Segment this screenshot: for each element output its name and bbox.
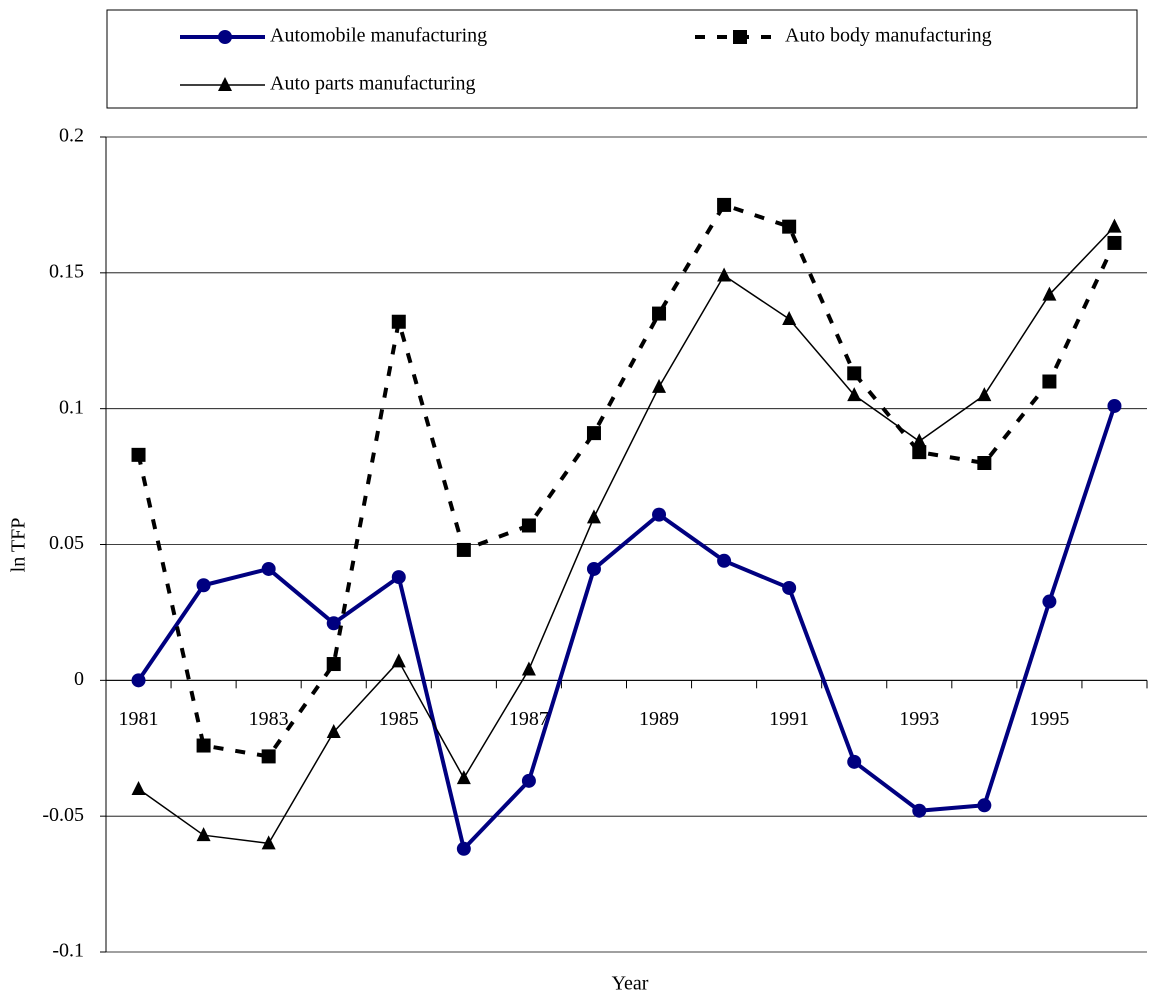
data-point [1042, 374, 1057, 389]
legend-label: Auto body manufacturing [785, 25, 992, 47]
legend-label: Auto parts manufacturing [270, 73, 476, 95]
data-point [391, 653, 406, 668]
data-point [652, 507, 667, 522]
data-point [261, 835, 276, 850]
data-point [912, 803, 927, 818]
data-point [586, 426, 601, 441]
data-point [847, 387, 862, 402]
data-point [977, 456, 992, 470]
legend-marker [733, 30, 747, 44]
data-point [977, 387, 992, 402]
x-tick-label: 1987 [509, 708, 549, 730]
data-point [977, 798, 992, 813]
data-point [1107, 218, 1122, 233]
data-point [782, 580, 797, 595]
data-point [131, 781, 146, 795]
x-tick-label: 1985 [379, 708, 419, 730]
data-point [652, 378, 667, 393]
data-point [196, 738, 211, 753]
y-tick-label: 0.2 [59, 125, 84, 147]
data-point [717, 553, 732, 568]
data-point [912, 433, 927, 448]
y-tick-label: 0.1 [59, 396, 84, 418]
x-tick-label: 1995 [1029, 708, 1069, 730]
data-point [521, 773, 536, 788]
data-point [1107, 235, 1122, 250]
legend-box [106, 9, 1138, 109]
x-tick-label: 1993 [899, 708, 939, 730]
x-tick-label: 1989 [639, 708, 679, 730]
data-point [326, 616, 341, 631]
data-point [391, 570, 406, 585]
y-axis-title: ln TFP [8, 518, 30, 573]
data-point [782, 219, 797, 234]
data-point [326, 723, 341, 738]
series-line [138, 226, 1116, 845]
data-point [196, 827, 211, 842]
data-point [1042, 594, 1057, 609]
data-point [586, 561, 601, 576]
x-axis-title: Year [612, 973, 649, 995]
data-point [131, 673, 146, 688]
y-tick-label: -0.1 [52, 940, 84, 962]
legend-marker [218, 30, 232, 44]
data-point [391, 314, 406, 329]
data-point [521, 661, 536, 676]
data-point [196, 578, 211, 593]
legend-marker [218, 77, 232, 91]
data-point [1107, 398, 1122, 413]
data-point [847, 754, 862, 769]
data-point [456, 841, 471, 856]
data-point [326, 657, 341, 672]
x-tick-label: 1983 [249, 708, 289, 730]
data-point [717, 267, 732, 282]
data-point [521, 518, 536, 533]
data-point [1042, 286, 1057, 301]
data-point [261, 561, 276, 576]
y-tick-label: -0.05 [42, 804, 84, 826]
data-point [847, 366, 862, 381]
series-line [136, 202, 1117, 759]
x-tick-label: 1991 [769, 708, 809, 730]
y-tick-label: 0 [74, 668, 84, 690]
legend-label: Automobile manufacturing [270, 25, 487, 47]
data-point [456, 542, 471, 557]
data-point [717, 197, 732, 212]
data-point [131, 447, 146, 462]
data-point [782, 311, 797, 326]
data-point [261, 749, 276, 764]
y-tick-label: 0.05 [49, 532, 84, 554]
series-line [136, 405, 1117, 851]
data-point [652, 306, 667, 321]
data-point [456, 770, 471, 785]
x-tick-label: 1981 [119, 708, 159, 730]
data-point [586, 509, 601, 524]
y-tick-label: 0.15 [49, 260, 84, 282]
data-point [912, 445, 927, 460]
